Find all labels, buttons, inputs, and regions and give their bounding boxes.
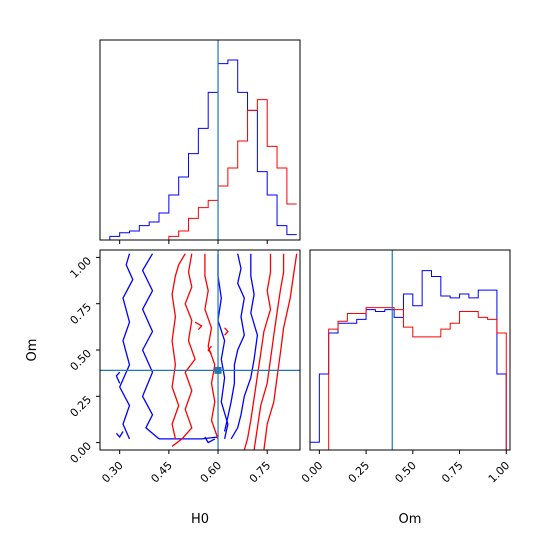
contour-line-1-6 xyxy=(243,253,272,450)
h0-marginal-panel xyxy=(99,39,301,244)
contour-line-1-4 xyxy=(207,345,212,355)
contour-line-0-0 xyxy=(141,253,160,440)
h0-axis-label: H0 xyxy=(191,512,209,527)
contour-line-0-6 xyxy=(230,253,259,440)
contour-line-1-7 xyxy=(253,253,285,450)
contour-line-0-4 xyxy=(159,436,219,440)
contour-line-1-2 xyxy=(171,253,186,440)
contour-line-1-1 xyxy=(204,253,219,440)
contour-line-1-3 xyxy=(194,321,203,331)
om-marginal-frame xyxy=(309,249,511,451)
contour-line-0-5 xyxy=(217,253,229,440)
contour-line-1-0 xyxy=(171,253,196,447)
contour-line-0-7 xyxy=(223,253,245,432)
h0-marginal-frame xyxy=(99,39,301,241)
contour-line-0-2 xyxy=(115,371,121,384)
h0-marginal-ticks xyxy=(119,240,268,244)
om-axis-label: Om xyxy=(25,339,40,362)
contour-line-0-1 xyxy=(118,253,134,440)
h0-hist-series-0 xyxy=(100,59,297,241)
contour-series xyxy=(115,253,298,450)
contour-line-1-8 xyxy=(263,253,298,450)
om-axis-label: Om xyxy=(399,512,422,527)
contour-line-1-5 xyxy=(224,327,229,336)
contour-truth-marker xyxy=(214,366,222,374)
om-hist-series-1 xyxy=(319,307,507,451)
contour-line-0-8 xyxy=(204,436,216,444)
om-histogram-series xyxy=(309,270,507,451)
contour-line-0-3 xyxy=(115,431,124,439)
